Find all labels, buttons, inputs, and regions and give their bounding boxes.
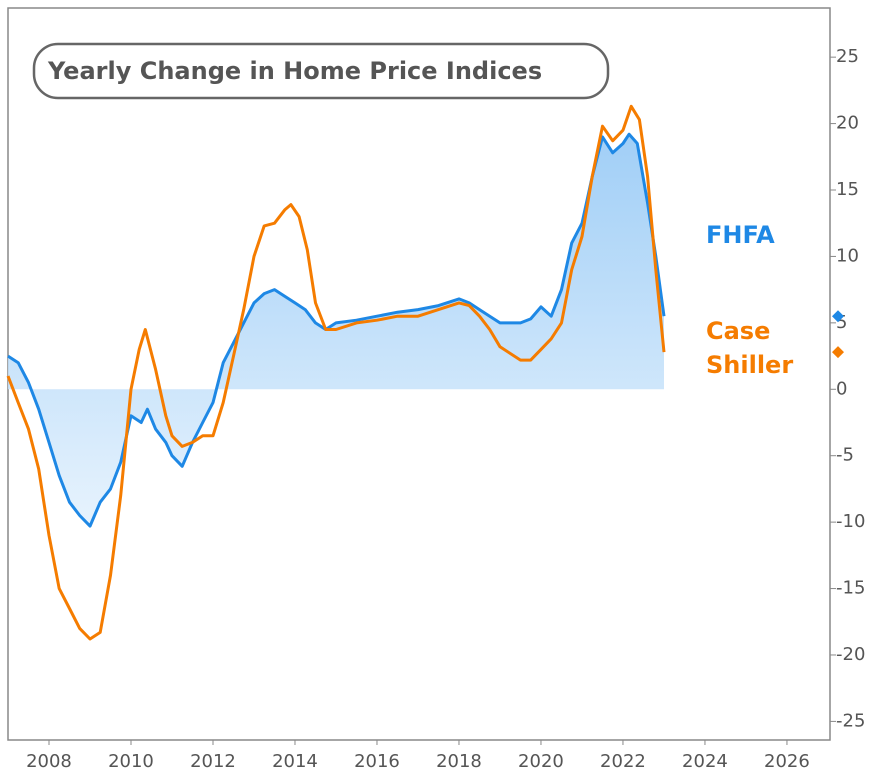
title-box [32,42,610,100]
end-marker [832,310,844,323]
y-tick-label: -10 [836,511,865,532]
x-tick-label: 2026 [764,751,810,772]
y-tick-label: 25 [836,46,859,67]
end-marker [832,346,844,359]
x-tick-label: 2010 [108,751,154,772]
series-label: Case Shiller [706,317,794,379]
y-tick-label: 10 [836,245,859,266]
x-tick-label: 2014 [272,751,318,772]
x-tick-label: 2020 [518,751,564,772]
x-tick-label: 2016 [354,751,400,772]
x-tick-label: 2012 [190,751,236,772]
y-tick-label: -5 [836,445,854,466]
series-label: FHFA [706,221,775,249]
y-tick-label: 0 [836,378,847,399]
line [6,104,666,641]
y-tick-label: -20 [836,644,865,665]
y-tick-label: 5 [836,312,847,333]
x-tick-label: 2018 [436,751,482,772]
x-tick-label: 2024 [682,751,728,772]
line [7,132,666,528]
y-tick-label: -25 [836,710,865,731]
x-tick-label: 2022 [600,751,646,772]
y-tick-label: -15 [836,578,865,599]
y-tick-label: 20 [836,113,859,134]
y-tick-label: 15 [836,179,859,200]
chart-title: Yearly Change in Home Price Indices [47,57,542,85]
x-tick-label: 2008 [26,751,72,772]
